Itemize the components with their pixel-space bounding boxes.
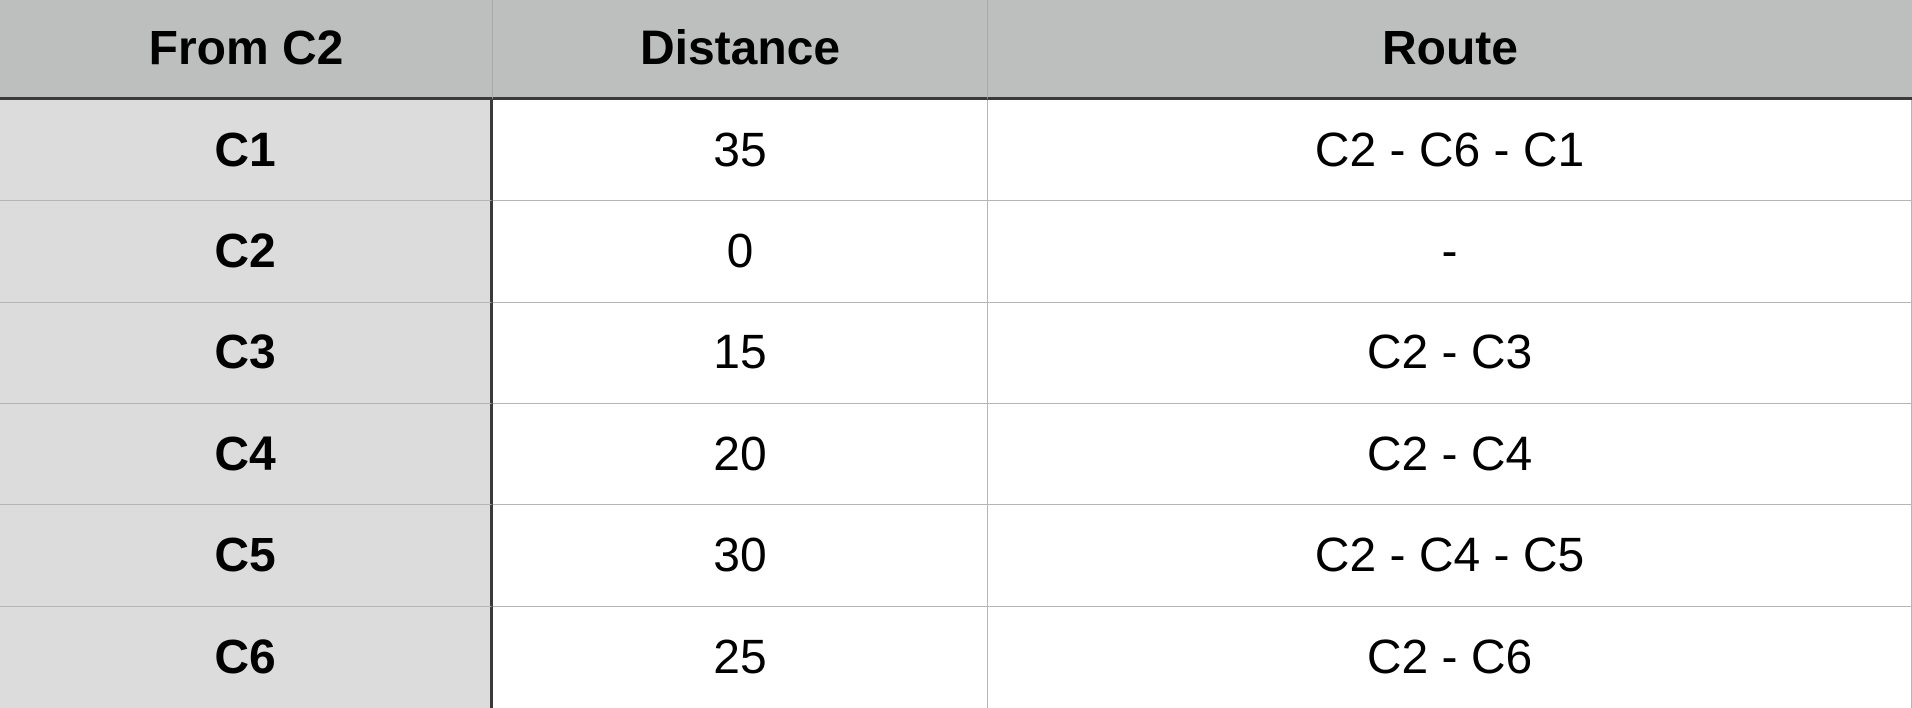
row-header-cell: C1 — [0, 100, 493, 202]
column-header-route: Route — [988, 0, 1912, 100]
column-header-from: From C2 — [0, 0, 493, 100]
distance-cell: 20 — [493, 404, 988, 506]
distance-cell: 15 — [493, 302, 988, 404]
row-header-cell: C5 — [0, 505, 493, 607]
distance-cell: 35 — [493, 100, 988, 202]
distance-cell: 25 — [493, 606, 988, 708]
distance-cell: 30 — [493, 505, 988, 607]
row-header-cell: C3 — [0, 302, 493, 404]
route-cell: C2 - C4 - C5 — [988, 505, 1912, 607]
row-header-cell: C2 — [0, 201, 493, 303]
column-header-distance: Distance — [493, 0, 988, 100]
route-cell: C2 - C3 — [988, 302, 1912, 404]
route-cell: C2 - C4 — [988, 404, 1912, 506]
route-cell: - — [988, 201, 1912, 303]
row-header-cell: C4 — [0, 404, 493, 506]
route-cell: C2 - C6 - C1 — [988, 100, 1912, 202]
row-header-cell: C6 — [0, 606, 493, 708]
route-cell: C2 - C6 — [988, 606, 1912, 708]
distance-cell: 0 — [493, 201, 988, 303]
